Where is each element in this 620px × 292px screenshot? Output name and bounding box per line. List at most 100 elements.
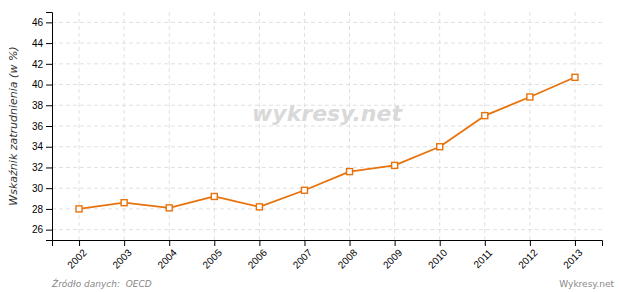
- grid-line: [52, 208, 602, 209]
- x-tick-label: 2003: [110, 247, 134, 271]
- grid-line: [52, 126, 602, 127]
- grid-line: [439, 12, 440, 240]
- marker: [211, 193, 217, 199]
- y-tick-mark: [46, 126, 52, 127]
- grid-line: [214, 12, 215, 240]
- x-tick: 2005: [200, 240, 224, 271]
- x-tick: 2009: [381, 240, 405, 271]
- grid-line: [52, 84, 602, 85]
- y-tick-label: 40: [32, 79, 44, 90]
- x-tick-mark: [440, 240, 441, 246]
- x-tick: 2011: [471, 240, 494, 270]
- x-tick: 2013: [561, 240, 585, 271]
- grid-line: [574, 12, 575, 240]
- y-tick: 40: [32, 79, 52, 90]
- y-tick-mark: [46, 188, 52, 189]
- x-tick-mark: [169, 240, 170, 246]
- y-tick-label: 28: [32, 204, 44, 215]
- grid-line: [52, 229, 602, 230]
- x-tick-mark: [124, 240, 125, 246]
- y-tick-label: 26: [32, 224, 44, 235]
- y-tick: 26: [32, 224, 52, 235]
- y-tick: 38: [32, 100, 52, 111]
- marker: [392, 162, 398, 168]
- x-tick: 2002: [65, 240, 89, 271]
- x-axis-line: [53, 241, 603, 247]
- y-tick-mark: [46, 209, 52, 210]
- x-axis: 2002 2003 2004 2005 2006 2007 2008 2009 2010 2011…: [53, 240, 603, 271]
- line: [79, 77, 575, 209]
- y-tick: 44: [32, 38, 52, 49]
- y-tick-mark: [46, 230, 52, 231]
- x-tick-mark: [79, 240, 80, 246]
- x-tick: 2006: [246, 240, 270, 271]
- y-tick-mark: [46, 22, 52, 23]
- grid-line: [52, 146, 602, 147]
- y-tick: 30: [32, 183, 52, 194]
- grid: [52, 12, 602, 240]
- y-tick-label: 34: [32, 141, 44, 152]
- x-tick: 2007: [291, 240, 315, 271]
- source-note: Źródło danych: OECD: [51, 278, 152, 289]
- footer-note: Wykresy.net: [559, 279, 614, 289]
- marker: [166, 205, 172, 211]
- plot: wykresy.net20022003200420052006200720082…: [32, 12, 603, 271]
- x-tick-mark: [395, 240, 396, 246]
- grid-line: [52, 188, 602, 189]
- x-tick: 2003: [110, 240, 134, 271]
- marker: [121, 200, 127, 206]
- grid-line: [52, 167, 602, 168]
- y-tick-mark: [46, 167, 52, 168]
- grid-line: [484, 12, 485, 240]
- watermark: wykresy.net: [252, 101, 403, 126]
- grid-line: [529, 12, 530, 240]
- x-tick-label: 2009: [381, 247, 405, 271]
- x-tick-label: 2002: [65, 247, 89, 271]
- x-tick-label: 2007: [291, 247, 315, 271]
- y-axis-line: [46, 13, 53, 241]
- grid-line: [304, 12, 305, 240]
- chart: wykresy.net20022003200420052006200720082…: [0, 0, 620, 292]
- y-tick: 42: [32, 59, 52, 70]
- x-tick-mark: [304, 240, 305, 246]
- y-tick: 32: [32, 162, 52, 173]
- marker: [527, 94, 533, 100]
- x-tick-mark: [530, 240, 531, 246]
- y-tick-label: 44: [32, 38, 44, 49]
- x-tick: 2004: [155, 240, 179, 271]
- y-tick-label: 42: [32, 59, 44, 70]
- marker: [347, 169, 353, 175]
- y-tick: 28: [32, 204, 52, 215]
- grid-line: [349, 12, 350, 240]
- x-tick-label: 2008: [336, 247, 360, 271]
- x-tick-mark: [575, 240, 576, 246]
- marker: [301, 187, 307, 193]
- y-tick: 36: [32, 121, 52, 132]
- grid-line: [394, 12, 395, 240]
- y-tick-label: 32: [32, 162, 44, 173]
- series: [76, 74, 578, 212]
- y-axis-title: Wskaźnik zatrudnienia (w %): [7, 46, 20, 205]
- y-tick: 34: [32, 141, 52, 152]
- y-tick-label: 38: [32, 100, 44, 111]
- y-tick-mark: [46, 147, 52, 148]
- x-tick-mark: [350, 240, 351, 246]
- marker: [572, 74, 578, 80]
- marker: [482, 113, 488, 119]
- y-tick-mark: [46, 85, 52, 86]
- marker: [76, 206, 82, 212]
- grid-line: [52, 22, 602, 23]
- marker: [437, 144, 443, 150]
- x-tick: 2012: [516, 240, 540, 271]
- x-tick-label: 2012: [516, 247, 540, 271]
- marker: [256, 204, 262, 210]
- x-tick-label: 2006: [246, 247, 270, 271]
- grid-line: [52, 43, 602, 44]
- y-tick: 46: [32, 17, 52, 28]
- x-tick: 2010: [426, 240, 450, 271]
- x-tick-label: 2004: [155, 247, 179, 271]
- x-tick-label: 2013: [561, 247, 585, 271]
- x-tick-mark: [485, 240, 486, 246]
- x-tick-label: 2005: [200, 247, 224, 271]
- x-tick-label: 2011: [471, 247, 494, 270]
